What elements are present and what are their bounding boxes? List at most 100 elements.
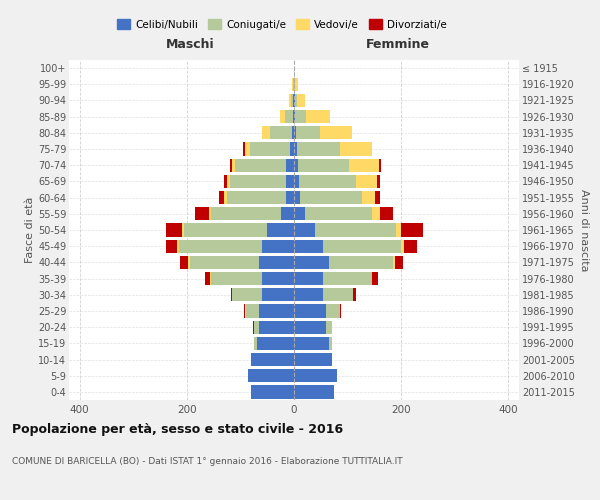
Bar bbox=[356, 175, 377, 188]
Bar bbox=[294, 336, 329, 350]
Bar bbox=[294, 386, 334, 398]
Legend: Celibi/Nubili, Coniugati/e, Vedovi/e, Divorziati/e: Celibi/Nubili, Coniugati/e, Vedovi/e, Di… bbox=[113, 15, 451, 34]
Bar bbox=[294, 256, 329, 269]
Bar bbox=[377, 175, 380, 188]
Bar bbox=[395, 256, 403, 269]
Bar bbox=[294, 288, 323, 302]
Bar bbox=[329, 336, 331, 350]
Bar bbox=[305, 207, 371, 220]
Bar bbox=[262, 126, 271, 140]
Y-axis label: Fasce di età: Fasce di età bbox=[25, 197, 35, 263]
Bar bbox=[296, 142, 340, 156]
Bar bbox=[329, 256, 393, 269]
Bar bbox=[316, 224, 396, 236]
Bar bbox=[227, 191, 286, 204]
Bar bbox=[379, 158, 382, 172]
Text: COMUNE DI BARICELLA (BO) - Dati ISTAT 1° gennaio 2016 - Elaborazione TUTTITALIA.: COMUNE DI BARICELLA (BO) - Dati ISTAT 1°… bbox=[12, 458, 403, 466]
Bar bbox=[209, 207, 211, 220]
Bar bbox=[401, 224, 422, 236]
Bar bbox=[298, 158, 349, 172]
Bar bbox=[230, 158, 232, 172]
Bar bbox=[294, 369, 337, 382]
Bar bbox=[286, 191, 294, 204]
Bar bbox=[254, 336, 257, 350]
Bar bbox=[323, 272, 371, 285]
Bar bbox=[393, 256, 395, 269]
Bar bbox=[294, 175, 299, 188]
Bar bbox=[396, 224, 401, 236]
Bar bbox=[294, 191, 301, 204]
Bar bbox=[286, 175, 294, 188]
Bar bbox=[285, 110, 293, 124]
Bar bbox=[254, 320, 259, 334]
Bar bbox=[242, 142, 245, 156]
Bar bbox=[286, 158, 294, 172]
Bar bbox=[323, 240, 401, 253]
Bar bbox=[292, 94, 293, 107]
Bar bbox=[166, 240, 177, 253]
Bar bbox=[177, 240, 179, 253]
Bar bbox=[262, 240, 294, 253]
Bar bbox=[280, 110, 285, 124]
Bar bbox=[294, 304, 326, 318]
Bar bbox=[294, 158, 298, 172]
Bar bbox=[294, 320, 326, 334]
Bar bbox=[244, 304, 245, 318]
Bar bbox=[259, 320, 294, 334]
Bar bbox=[231, 288, 232, 302]
Bar bbox=[281, 207, 294, 220]
Bar bbox=[297, 94, 305, 107]
Bar bbox=[340, 142, 371, 156]
Bar bbox=[326, 304, 340, 318]
Bar bbox=[182, 224, 184, 236]
Bar bbox=[320, 126, 352, 140]
Bar bbox=[188, 256, 190, 269]
Bar bbox=[323, 288, 353, 302]
Bar bbox=[262, 272, 294, 285]
Bar bbox=[245, 142, 250, 156]
Bar bbox=[211, 272, 262, 285]
Bar bbox=[232, 158, 235, 172]
Bar bbox=[219, 191, 224, 204]
Bar bbox=[294, 142, 296, 156]
Bar bbox=[295, 110, 306, 124]
Bar bbox=[401, 240, 404, 253]
Bar bbox=[230, 175, 286, 188]
Bar bbox=[294, 207, 305, 220]
Bar bbox=[376, 191, 380, 204]
Bar bbox=[262, 288, 294, 302]
Bar bbox=[294, 126, 296, 140]
Bar bbox=[294, 353, 331, 366]
Bar bbox=[224, 191, 227, 204]
Bar bbox=[294, 110, 295, 124]
Bar bbox=[295, 94, 297, 107]
Bar bbox=[246, 304, 259, 318]
Bar bbox=[362, 191, 376, 204]
Bar bbox=[306, 110, 330, 124]
Bar bbox=[349, 158, 379, 172]
Bar bbox=[295, 78, 298, 91]
Bar bbox=[292, 126, 294, 140]
Bar bbox=[227, 175, 230, 188]
Bar bbox=[179, 240, 262, 253]
Bar bbox=[205, 272, 211, 285]
Bar bbox=[290, 142, 294, 156]
Bar bbox=[371, 207, 380, 220]
Bar bbox=[267, 224, 294, 236]
Bar bbox=[248, 369, 294, 382]
Bar bbox=[211, 207, 281, 220]
Bar bbox=[294, 78, 295, 91]
Bar bbox=[326, 320, 331, 334]
Bar bbox=[293, 78, 294, 91]
Text: Femmine: Femmine bbox=[365, 38, 430, 52]
Bar bbox=[259, 256, 294, 269]
Text: Maschi: Maschi bbox=[166, 38, 215, 52]
Bar bbox=[289, 94, 292, 107]
Text: Popolazione per età, sesso e stato civile - 2016: Popolazione per età, sesso e stato civil… bbox=[12, 422, 343, 436]
Bar bbox=[299, 175, 356, 188]
Y-axis label: Anni di nascita: Anni di nascita bbox=[578, 188, 589, 271]
Bar bbox=[340, 304, 341, 318]
Bar bbox=[404, 240, 417, 253]
Bar bbox=[224, 175, 227, 188]
Bar bbox=[184, 224, 267, 236]
